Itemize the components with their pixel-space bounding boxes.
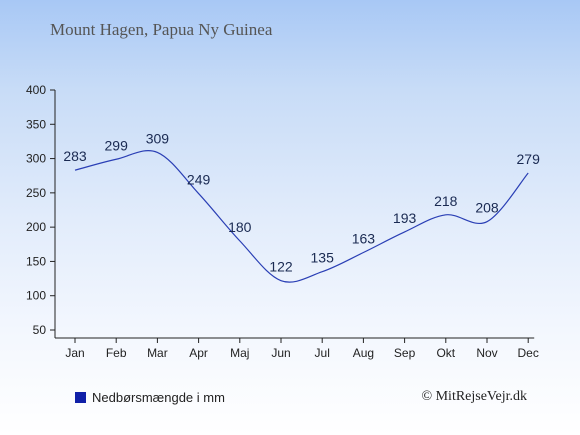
chart-title: Mount Hagen, Papua Ny Guinea [50,20,273,39]
x-tick-label: Apr [189,346,208,360]
y-tick-label: 250 [26,186,46,200]
data-label: 122 [269,259,293,275]
legend-label: Nedbørsmængde i mm [92,390,225,405]
series-line [74,150,529,283]
x-tick-label: Aug [353,346,374,360]
data-label: 180 [228,219,252,235]
data-label: 218 [434,193,458,209]
x-tick-label: Dec [518,346,539,360]
x-tick-label: Sep [394,346,416,360]
data-label: 208 [475,200,499,216]
data-label: 163 [352,231,376,247]
y-tick-label: 350 [26,117,46,131]
x-tick-label: Jul [315,346,330,360]
data-label: 299 [105,137,129,153]
x-tick-label: Nov [476,346,497,360]
x-tick-label: Okt [436,346,455,360]
y-tick-label: 200 [26,220,46,234]
y-tick-label: 50 [33,323,47,337]
x-tick-label: Jun [271,346,290,360]
legend-swatch [75,392,86,403]
x-tick-label: Feb [106,346,127,360]
credit-text: © MitRejseVejr.dk [421,389,527,404]
y-tick-label: 400 [26,83,46,97]
data-label: 309 [146,130,170,146]
y-tick-label: 100 [26,289,46,303]
data-label: 135 [311,250,335,266]
data-label: 249 [187,172,211,188]
x-tick-label: Mar [147,346,168,360]
x-tick-label: Jan [65,346,84,360]
y-tick-label: 300 [26,152,46,166]
x-tick-label: Maj [230,346,249,360]
data-label: 193 [393,210,417,226]
data-label: 283 [63,148,87,164]
data-label: 279 [517,151,541,167]
y-tick-label: 150 [26,254,46,268]
legend: Nedbørsmængde i mm [75,390,225,405]
